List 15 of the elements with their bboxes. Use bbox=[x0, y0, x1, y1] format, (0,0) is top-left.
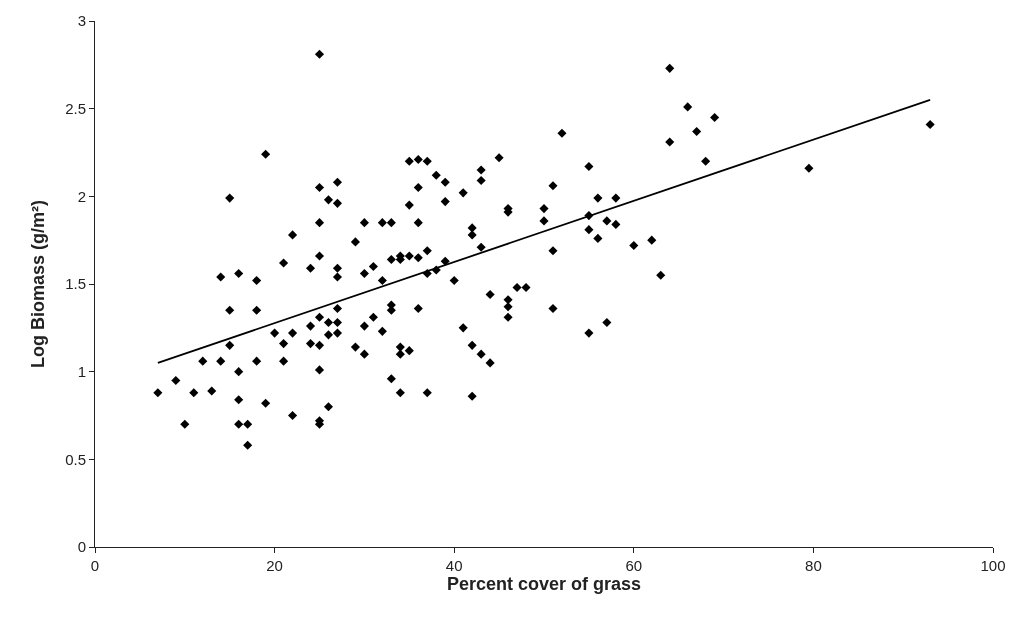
x-axis-title: Percent cover of grass bbox=[446, 574, 642, 595]
y-axis-title: Log Biomass (g/m²) bbox=[28, 199, 49, 369]
x-tick-label: 40 bbox=[445, 557, 463, 574]
y-tick-label: 0 bbox=[77, 538, 86, 556]
x-tick-label: 100 bbox=[980, 557, 1006, 574]
y-tick-label: 2 bbox=[77, 187, 86, 205]
y-tick-label: 0.5 bbox=[65, 450, 86, 468]
x-tick-label: 60 bbox=[625, 557, 643, 574]
y-tick-label: 1.5 bbox=[65, 275, 86, 293]
x-tick-label: 80 bbox=[805, 557, 822, 574]
y-tick-label: 1 bbox=[77, 362, 86, 380]
x-tick-label: 20 bbox=[266, 557, 283, 574]
x-tick-label: 0 bbox=[90, 557, 100, 574]
y-tick-label: 3 bbox=[77, 12, 86, 30]
y-tick-label: 2.5 bbox=[65, 99, 86, 117]
